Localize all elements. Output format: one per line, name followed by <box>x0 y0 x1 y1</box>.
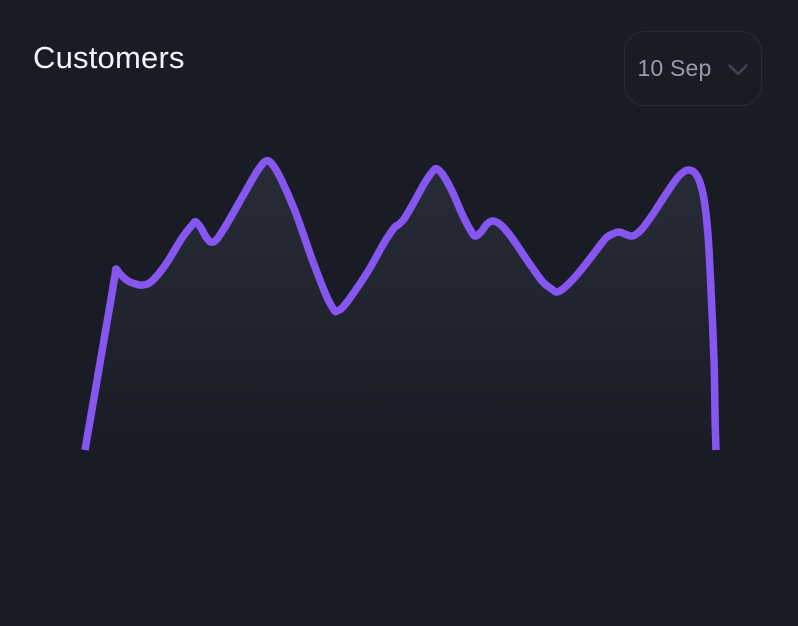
chart-line <box>81 156 720 451</box>
page-title: Customers <box>33 40 185 75</box>
date-selector-button[interactable]: 10 Sep <box>624 31 762 106</box>
date-selector-label: 10 Sep <box>637 55 712 81</box>
chevron-down-icon <box>727 64 748 76</box>
chart-area-fill <box>85 160 716 450</box>
chevron-down-stroke <box>727 64 748 76</box>
